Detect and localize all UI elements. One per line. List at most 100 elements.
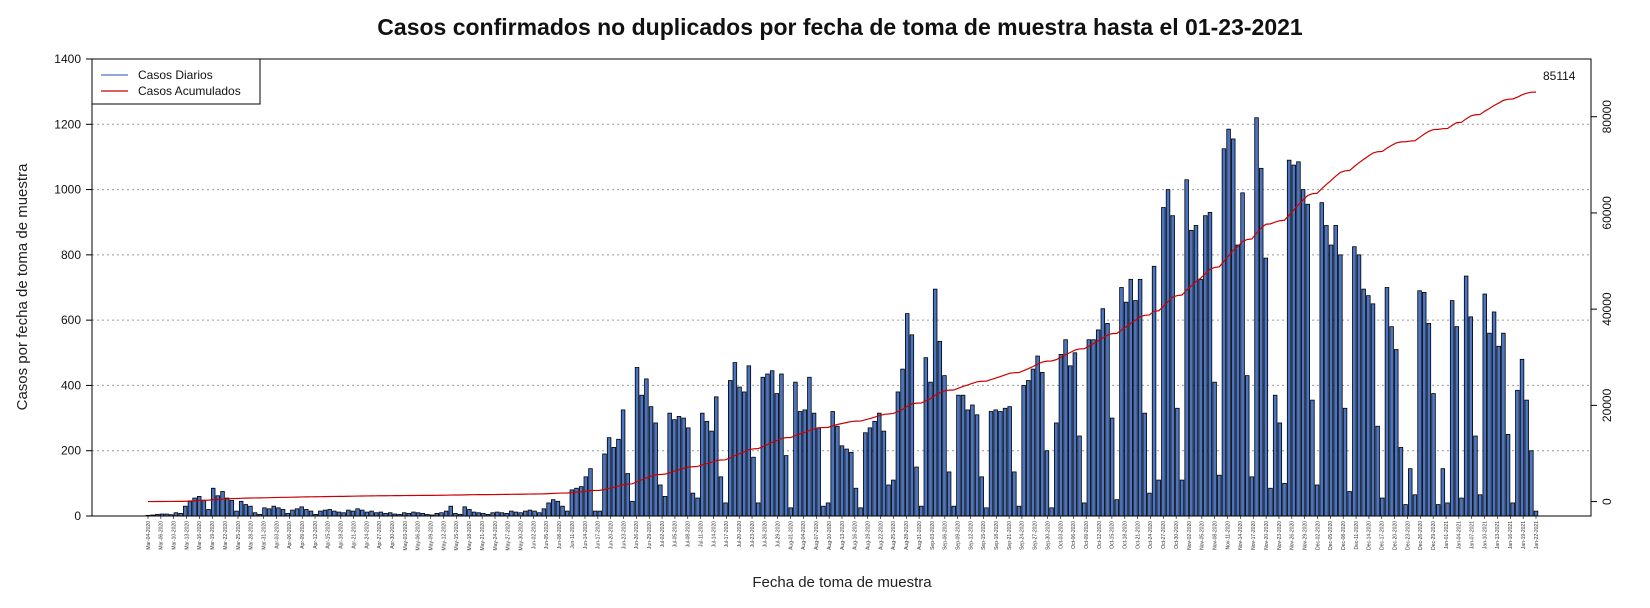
x-tick-label: Jan-16-2021 — [1508, 521, 1514, 549]
bar — [606, 437, 612, 517]
bar — [1389, 326, 1394, 517]
x-tick-label: Jan-04-2021 — [1457, 521, 1463, 549]
y-tick-label: 200 — [61, 444, 81, 458]
bar — [932, 288, 938, 517]
x-tick-label: Dec-20-2020 — [1392, 521, 1398, 550]
bar — [1403, 504, 1408, 517]
x-tick-label: Oct-21-2020 — [1135, 521, 1141, 549]
x-tick-label: Jul-20-2020 — [737, 521, 743, 548]
bar — [1384, 287, 1390, 517]
x-tick-label: Nov-20-2020 — [1264, 521, 1270, 550]
bar — [662, 496, 668, 517]
bar — [1128, 278, 1133, 517]
bar — [1151, 265, 1157, 517]
bar — [658, 484, 663, 517]
bar — [541, 508, 547, 517]
x-tick-label: Sep-24-2020 — [1020, 521, 1026, 550]
bar — [942, 375, 947, 517]
bar — [783, 455, 789, 517]
x-tick-label: Mar-10-2020 — [172, 521, 178, 550]
x-tick-label: May-09-2020 — [429, 521, 435, 551]
bar — [229, 499, 235, 517]
legend: Casos Diarios Casos Acumulados — [91, 58, 261, 105]
bar — [1142, 412, 1147, 517]
bar — [1463, 275, 1469, 517]
x-tick-label: Jul-26-2020 — [763, 521, 769, 548]
bar — [1394, 349, 1399, 517]
bar-series-daily — [145, 117, 1539, 517]
bar — [1030, 368, 1036, 517]
bar — [1510, 502, 1515, 517]
bar — [1515, 389, 1520, 517]
x-tick-label: Apr-06-2020 — [287, 521, 293, 549]
x-tick-label: Oct-15-2020 — [1110, 521, 1116, 549]
x-tick-label: Dec-08-2020 — [1341, 521, 1347, 550]
bar — [1109, 417, 1115, 517]
x-axis-label: Fecha de toma de muestra — [752, 574, 932, 591]
x-tick-label: Oct-24-2020 — [1148, 521, 1154, 549]
x-tick-label: Apr-24-2020 — [364, 521, 370, 549]
x-tick-label: Aug-13-2020 — [840, 521, 846, 550]
bar — [1077, 435, 1082, 517]
bar — [206, 509, 211, 517]
x-tick-label: Nov-05-2020 — [1200, 521, 1206, 550]
bar — [355, 508, 360, 517]
bar — [318, 510, 323, 517]
bar — [653, 422, 658, 517]
x-tick-label: Dec-05-2020 — [1328, 521, 1334, 550]
y-tick-label: 1000 — [54, 183, 81, 197]
x-tick-label: May-27-2020 — [506, 521, 512, 551]
bar — [1361, 288, 1366, 517]
bar — [555, 500, 561, 517]
y2-tick-label: 0 — [1600, 498, 1614, 505]
x-tick-label: Dec-02-2020 — [1315, 521, 1321, 550]
x-tick-label: Jun-05-2020 — [544, 521, 550, 549]
bar — [1123, 301, 1129, 517]
bar — [904, 313, 910, 517]
bar — [1291, 164, 1297, 517]
bar — [611, 447, 616, 517]
bar — [755, 502, 761, 517]
bar — [1165, 189, 1171, 517]
bar — [1072, 352, 1078, 517]
bar — [779, 373, 784, 517]
bar — [1491, 311, 1497, 517]
bar — [1445, 502, 1450, 517]
bar — [956, 394, 961, 517]
bar — [886, 484, 891, 517]
x-tick-label: May-12-2020 — [441, 521, 447, 551]
x-tick-label: Aug-19-2020 — [866, 521, 872, 550]
bar — [271, 505, 276, 517]
bar — [1189, 229, 1194, 517]
bar — [802, 409, 807, 517]
bar — [1431, 393, 1436, 517]
bar — [704, 420, 710, 517]
bar — [332, 510, 337, 517]
bar — [551, 499, 556, 517]
bar — [583, 476, 589, 517]
bar — [467, 509, 472, 517]
bar — [1380, 497, 1385, 517]
x-tick-label: Jun-26-2020 — [634, 521, 640, 549]
bar — [863, 432, 868, 517]
bar — [858, 507, 863, 517]
bar — [965, 409, 970, 517]
bar — [1035, 355, 1040, 517]
y-axis-left: 0 200 400 600 800 1000 1200 1400 — [54, 52, 92, 523]
y-tick-label: 1400 — [54, 52, 81, 66]
chart-title: Casos confirmados no duplicados por fech… — [377, 14, 1303, 40]
bar — [909, 334, 915, 517]
x-tick-label: Sep-03-2020 — [930, 521, 936, 550]
bar — [1245, 375, 1250, 517]
bar — [224, 497, 230, 517]
bar — [495, 511, 500, 517]
bar — [1449, 300, 1455, 517]
bar — [1473, 435, 1478, 517]
bar — [891, 479, 896, 517]
bar — [1426, 323, 1432, 517]
bar — [597, 510, 603, 517]
x-tick-label: Mar-31-2020 — [262, 521, 268, 550]
bar — [1324, 225, 1329, 517]
x-tick-label: Aug-07-2020 — [814, 521, 820, 550]
x-tick-label: Jun-29-2020 — [647, 521, 653, 549]
